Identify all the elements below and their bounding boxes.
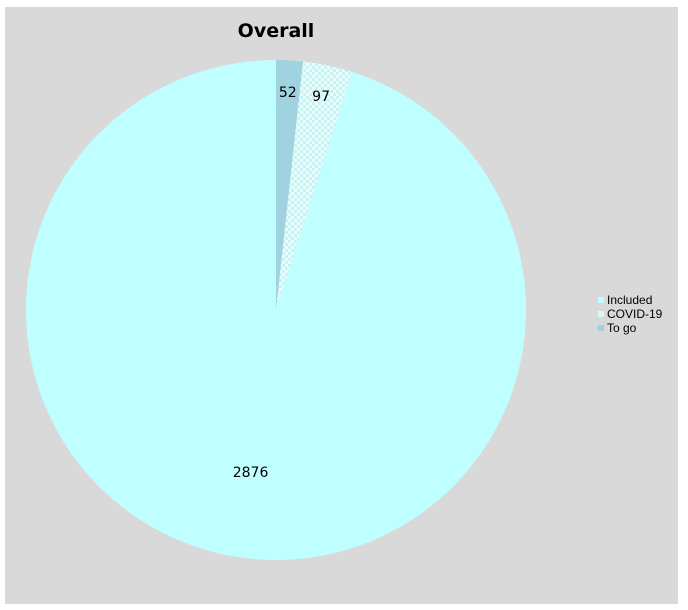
legend-item: To go [598,321,662,335]
pie-slice-included [26,60,527,560]
legend-label: COVID-19 [607,307,663,321]
legend-swatch [598,311,604,317]
pie-slice-to-go [276,60,303,310]
chart-title: Overall [237,20,315,42]
data-label-covid-19: 97 [312,89,330,105]
legend-swatch [598,297,604,303]
legend-label: Included [607,293,653,307]
legend-swatch [598,325,604,331]
legend-label: To go [607,321,637,335]
data-label-to-go: 52 [279,85,297,101]
legend: Included COVID-19 To go [598,293,662,335]
data-label-included: 2876 [233,465,269,481]
pie-slice-covid-19 [276,61,353,310]
legend-item: COVID-19 [598,307,662,321]
legend-item: Included [598,293,662,307]
